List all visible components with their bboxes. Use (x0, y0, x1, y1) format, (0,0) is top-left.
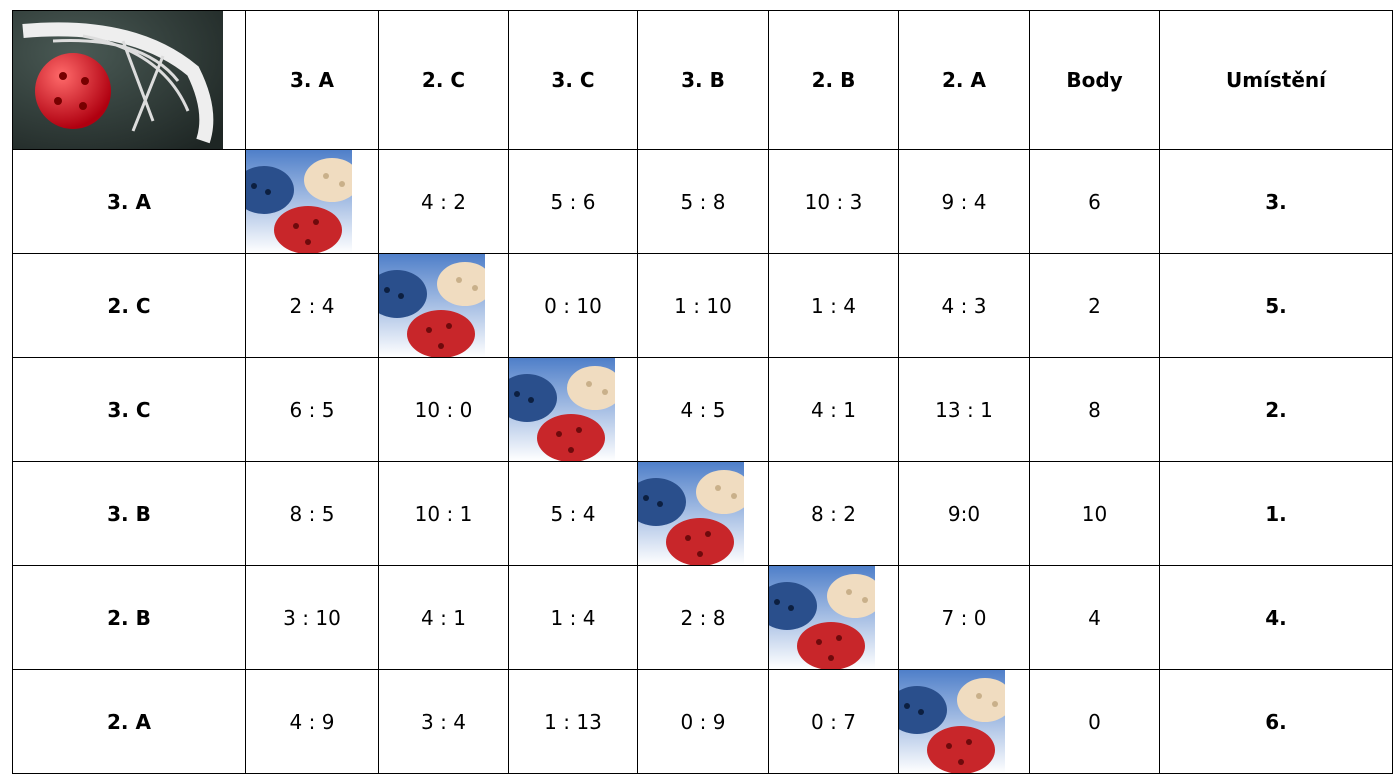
match-score: 0 : 10 (509, 254, 638, 358)
match-score: 9:0 (899, 462, 1030, 566)
floorball-image (13, 11, 223, 149)
match-score: 5 : 6 (509, 150, 638, 254)
points: 8 (1030, 358, 1160, 462)
rank: 3. (1160, 150, 1393, 254)
match-score: 9 : 4 (899, 150, 1030, 254)
self-cell (509, 358, 638, 462)
match-score: 8 : 2 (769, 462, 899, 566)
match-score: 1 : 4 (509, 566, 638, 670)
column-header: 2. B (769, 11, 899, 150)
match-score: 3 : 4 (379, 670, 509, 774)
points: 10 (1030, 462, 1160, 566)
logo-cell (13, 11, 246, 150)
match-score: 4 : 9 (246, 670, 379, 774)
match-score: 0 : 7 (769, 670, 899, 774)
team-name: 3. A (13, 150, 246, 254)
balls-image (379, 254, 485, 357)
match-score: 4 : 2 (379, 150, 509, 254)
points: 2 (1030, 254, 1160, 358)
team-name: 3. C (13, 358, 246, 462)
balls-image (638, 462, 744, 565)
match-score: 13 : 1 (899, 358, 1030, 462)
match-score: 3 : 10 (246, 566, 379, 670)
match-score: 8 : 5 (246, 462, 379, 566)
match-score: 4 : 1 (379, 566, 509, 670)
rank: 4. (1160, 566, 1393, 670)
match-score: 4 : 3 (899, 254, 1030, 358)
self-cell (638, 462, 769, 566)
column-header: Umístění (1160, 11, 1393, 150)
rank: 6. (1160, 670, 1393, 774)
balls-image (246, 150, 352, 253)
column-header: 2. C (379, 11, 509, 150)
match-score: 0 : 9 (638, 670, 769, 774)
rank: 1. (1160, 462, 1393, 566)
match-score: 2 : 4 (246, 254, 379, 358)
column-header: Body (1030, 11, 1160, 150)
match-score: 10 : 0 (379, 358, 509, 462)
team-name: 2. A (13, 670, 246, 774)
match-score: 5 : 4 (509, 462, 638, 566)
team-name: 2. B (13, 566, 246, 670)
rank: 2. (1160, 358, 1393, 462)
balls-image (509, 358, 615, 461)
self-cell (769, 566, 899, 670)
column-header: 3. A (246, 11, 379, 150)
points: 6 (1030, 150, 1160, 254)
balls-image (769, 566, 875, 669)
points: 4 (1030, 566, 1160, 670)
match-score: 1 : 13 (509, 670, 638, 774)
self-cell (246, 150, 379, 254)
balls-image (899, 670, 1005, 773)
self-cell (899, 670, 1030, 774)
match-score: 4 : 1 (769, 358, 899, 462)
points: 0 (1030, 670, 1160, 774)
column-header: 2. A (899, 11, 1030, 150)
match-score: 10 : 3 (769, 150, 899, 254)
team-name: 3. B (13, 462, 246, 566)
match-score: 2 : 8 (638, 566, 769, 670)
match-score: 1 : 4 (769, 254, 899, 358)
match-score: 10 : 1 (379, 462, 509, 566)
match-score: 4 : 5 (638, 358, 769, 462)
rank: 5. (1160, 254, 1393, 358)
match-score: 5 : 8 (638, 150, 769, 254)
page: 3. A2. C3. C3. B2. B2. ABodyUmístění 3. … (0, 0, 1394, 782)
column-header: 3. B (638, 11, 769, 150)
team-name: 2. C (13, 254, 246, 358)
column-header: 3. C (509, 11, 638, 150)
match-score: 1 : 10 (638, 254, 769, 358)
match-score: 7 : 0 (899, 566, 1030, 670)
match-score: 6 : 5 (246, 358, 379, 462)
self-cell (379, 254, 509, 358)
